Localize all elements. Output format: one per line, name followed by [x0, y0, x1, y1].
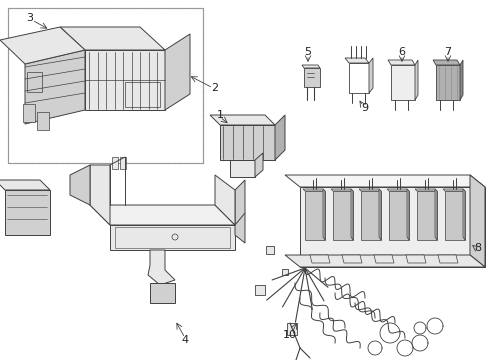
- Polygon shape: [285, 175, 485, 187]
- Polygon shape: [5, 190, 50, 235]
- Polygon shape: [443, 189, 465, 191]
- Bar: [23, 104, 35, 122]
- Polygon shape: [361, 191, 381, 240]
- Polygon shape: [345, 58, 369, 63]
- Polygon shape: [85, 50, 165, 110]
- Polygon shape: [165, 34, 190, 110]
- Bar: [266, 246, 274, 254]
- Polygon shape: [331, 189, 353, 191]
- Bar: [27, 72, 42, 92]
- Polygon shape: [388, 60, 415, 65]
- Polygon shape: [90, 165, 110, 225]
- Polygon shape: [415, 60, 418, 100]
- Polygon shape: [323, 189, 325, 240]
- Bar: [8, 8, 203, 163]
- Polygon shape: [379, 189, 381, 240]
- Polygon shape: [148, 250, 175, 285]
- Text: 10: 10: [283, 330, 297, 340]
- Polygon shape: [285, 255, 485, 267]
- Polygon shape: [351, 189, 353, 240]
- Polygon shape: [215, 175, 235, 225]
- Text: 2: 2: [212, 83, 219, 93]
- Polygon shape: [70, 165, 90, 205]
- Polygon shape: [255, 153, 263, 177]
- Polygon shape: [460, 60, 463, 100]
- Polygon shape: [275, 115, 285, 160]
- Text: 9: 9: [362, 103, 368, 113]
- Bar: [8, 8, 203, 163]
- Bar: [120, 157, 126, 169]
- Polygon shape: [0, 27, 85, 64]
- Polygon shape: [433, 60, 460, 65]
- Polygon shape: [389, 191, 409, 240]
- Polygon shape: [470, 175, 485, 267]
- Polygon shape: [359, 189, 381, 191]
- Polygon shape: [305, 191, 325, 240]
- Text: 1: 1: [217, 110, 223, 120]
- Polygon shape: [303, 189, 325, 191]
- Bar: [37, 112, 49, 130]
- Bar: [255, 285, 265, 295]
- Polygon shape: [438, 255, 458, 263]
- Bar: [150, 283, 175, 303]
- Polygon shape: [407, 189, 409, 240]
- Polygon shape: [0, 180, 50, 190]
- Text: 3: 3: [26, 13, 33, 23]
- Text: 6: 6: [398, 47, 406, 57]
- Polygon shape: [391, 65, 415, 100]
- Bar: [125, 82, 160, 107]
- Polygon shape: [230, 160, 255, 177]
- Text: 5: 5: [304, 47, 312, 57]
- Polygon shape: [435, 189, 437, 240]
- Polygon shape: [235, 180, 245, 225]
- Polygon shape: [110, 225, 235, 250]
- Polygon shape: [436, 65, 460, 100]
- Polygon shape: [300, 187, 485, 267]
- Polygon shape: [387, 189, 409, 191]
- Polygon shape: [415, 189, 437, 191]
- Polygon shape: [445, 191, 465, 240]
- Polygon shape: [90, 205, 235, 225]
- Bar: [112, 157, 118, 169]
- Polygon shape: [417, 191, 437, 240]
- Polygon shape: [406, 255, 426, 263]
- Polygon shape: [235, 205, 245, 243]
- Text: 4: 4: [181, 335, 189, 345]
- Bar: [287, 323, 297, 335]
- Polygon shape: [374, 255, 394, 263]
- Polygon shape: [210, 115, 275, 125]
- Polygon shape: [220, 125, 275, 160]
- Polygon shape: [60, 27, 165, 50]
- Polygon shape: [25, 50, 85, 124]
- Polygon shape: [302, 65, 320, 68]
- Polygon shape: [333, 191, 353, 240]
- Polygon shape: [369, 58, 373, 93]
- Polygon shape: [342, 255, 362, 263]
- Polygon shape: [310, 255, 330, 263]
- Text: 8: 8: [474, 243, 482, 253]
- Polygon shape: [463, 189, 465, 240]
- Text: 7: 7: [444, 47, 452, 57]
- Polygon shape: [304, 68, 320, 87]
- Bar: [282, 269, 288, 275]
